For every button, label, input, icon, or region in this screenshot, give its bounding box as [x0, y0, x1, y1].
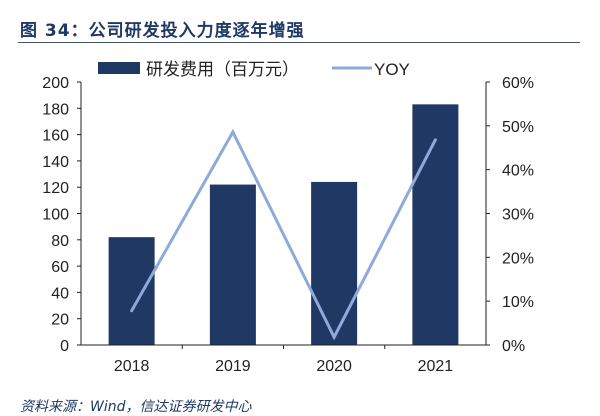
- right-tick-label: 0%: [502, 338, 525, 355]
- bar-2021: [412, 104, 459, 345]
- left-tick-label: 120: [42, 180, 69, 197]
- left-tick-label: 100: [42, 207, 69, 224]
- legend-line-label: YOY: [374, 60, 410, 79]
- right-tick-label: 50%: [502, 119, 534, 136]
- yoy-point-2021: [433, 138, 437, 142]
- left-tick-label: 0: [60, 338, 69, 355]
- right-tick-label: 10%: [502, 294, 534, 311]
- left-tick-label: 80: [51, 233, 69, 250]
- left-tick-label: 140: [42, 154, 69, 171]
- bar-2019: [209, 184, 256, 345]
- right-tick-label: 20%: [502, 250, 534, 267]
- bar-2020: [311, 181, 358, 345]
- yoy-point-2019: [231, 130, 235, 134]
- legend-bar-swatch: [98, 62, 140, 74]
- x-tick-label: 2019: [215, 358, 251, 375]
- yoy-point-2018: [130, 309, 134, 313]
- yoy-line: [130, 128, 437, 341]
- right-tick-label: 40%: [502, 163, 534, 180]
- left-tick-label: 40: [51, 285, 69, 302]
- x-tick-label: 2020: [316, 358, 352, 375]
- left-tick-label: 20: [51, 312, 69, 329]
- figure-title: 图 34：公司研发投入力度逐年增强: [20, 21, 305, 41]
- source-note: 资料来源：Wind，信达证券研发中心: [20, 399, 252, 415]
- left-tick-label: 160: [42, 128, 69, 145]
- x-tick-label: 2018: [114, 358, 150, 375]
- x-tick-label: 2021: [418, 358, 454, 375]
- left-tick-label: 200: [42, 75, 69, 92]
- right-tick-label: 60%: [502, 75, 534, 92]
- bar-2018: [108, 237, 155, 345]
- legend-bar-label: 研发费用（百万元）: [146, 60, 299, 79]
- right-tick-label: 30%: [502, 207, 534, 224]
- left-tick-label: 60: [51, 259, 69, 276]
- yoy-point-2020: [332, 335, 336, 339]
- left-tick-label: 180: [42, 101, 69, 118]
- title-divider: [18, 42, 580, 43]
